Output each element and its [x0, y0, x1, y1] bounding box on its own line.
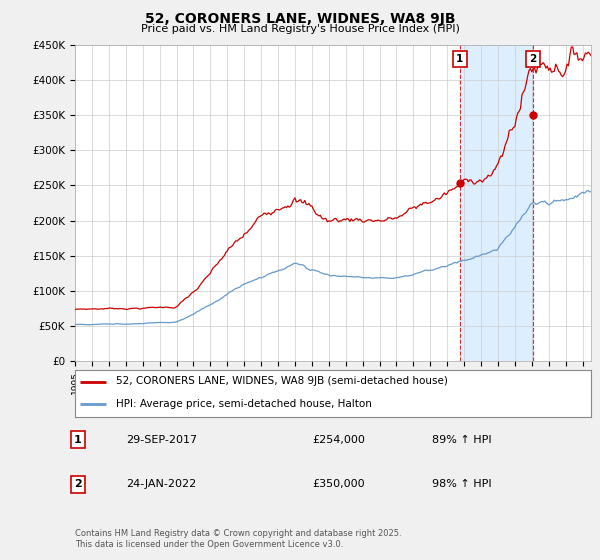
Text: 52, CORONERS LANE, WIDNES, WA8 9JB: 52, CORONERS LANE, WIDNES, WA8 9JB: [145, 12, 455, 26]
Text: 2: 2: [529, 54, 536, 64]
Text: £254,000: £254,000: [312, 435, 365, 445]
Text: 29-SEP-2017: 29-SEP-2017: [126, 435, 197, 445]
Text: Price paid vs. HM Land Registry's House Price Index (HPI): Price paid vs. HM Land Registry's House …: [140, 24, 460, 34]
Text: 1: 1: [74, 435, 82, 445]
Text: 2: 2: [74, 479, 82, 489]
Text: Contains HM Land Registry data © Crown copyright and database right 2025.
This d: Contains HM Land Registry data © Crown c…: [75, 529, 401, 549]
Text: 1: 1: [456, 54, 464, 64]
Text: £350,000: £350,000: [312, 479, 365, 489]
Text: HPI: Average price, semi-detached house, Halton: HPI: Average price, semi-detached house,…: [116, 399, 372, 409]
Text: 24-JAN-2022: 24-JAN-2022: [126, 479, 196, 489]
Text: 52, CORONERS LANE, WIDNES, WA8 9JB (semi-detached house): 52, CORONERS LANE, WIDNES, WA8 9JB (semi…: [116, 376, 448, 386]
Text: 89% ↑ HPI: 89% ↑ HPI: [432, 435, 491, 445]
Bar: [460, 45, 533, 361]
Text: 98% ↑ HPI: 98% ↑ HPI: [432, 479, 491, 489]
